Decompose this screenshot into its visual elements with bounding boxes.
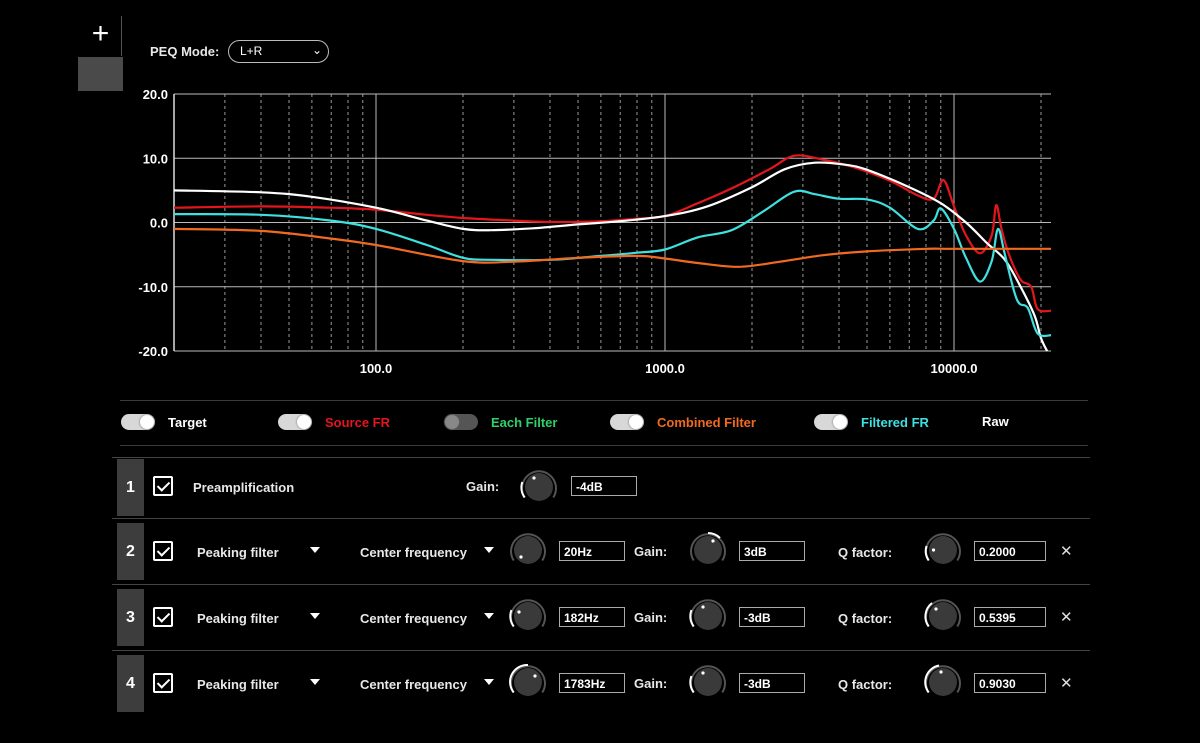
y-tick-label: 20.0 (143, 87, 168, 102)
filter-enabled-checkbox[interactable] (153, 673, 173, 693)
gain-input[interactable]: -3dB (739, 607, 805, 627)
q-factor-knob[interactable] (923, 662, 963, 702)
frequency-knob[interactable] (508, 662, 548, 702)
triangle-down-icon[interactable] (310, 679, 320, 685)
frequency-knob[interactable] (508, 596, 548, 636)
gain-label: Gain: (634, 610, 668, 625)
filter-index: 3 (117, 589, 144, 646)
filter-type-select[interactable]: Peaking filter (197, 611, 279, 626)
row-divider (112, 584, 1090, 585)
q-factor-label: Q factor: (838, 545, 893, 560)
triangle-down-icon[interactable] (484, 679, 494, 685)
preamp-label: Preamplification (193, 480, 295, 495)
y-tick-label: -20.0 (138, 344, 168, 359)
y-tick-label: -10.0 (138, 280, 168, 295)
add-filter-button[interactable]: + (80, 16, 122, 56)
toggle-switch[interactable] (121, 414, 155, 430)
filter-index: 1 (117, 459, 144, 516)
center-frequency-select[interactable]: Center frequency (360, 545, 467, 560)
legend-item-target[interactable]: Target (121, 414, 207, 430)
row-divider (112, 650, 1090, 651)
series-line-source-fr (174, 154, 1051, 313)
preamp-enabled-checkbox[interactable] (153, 476, 173, 496)
q-factor-knob[interactable] (923, 596, 963, 636)
peq-mode-label: PEQ Mode: (150, 44, 220, 59)
q-factor-input[interactable]: 0.9030 (974, 673, 1046, 693)
q-factor-input[interactable]: 0.5395 (974, 607, 1046, 627)
legend-label-filtered-fr: Filtered FR (861, 414, 929, 430)
q-factor-input[interactable]: 0.2000 (974, 541, 1046, 561)
toggle-switch[interactable] (278, 414, 312, 430)
legend-label-raw: Raw (982, 414, 1009, 429)
x-tick-label: 10000.0 (931, 361, 978, 376)
frequency-input[interactable]: 1783Hz (559, 673, 625, 693)
legend-label-target: Target (168, 414, 207, 430)
close-icon[interactable]: ✕ (1060, 543, 1073, 560)
legend-item-each-filter[interactable]: Each Filter (444, 414, 557, 430)
triangle-down-icon[interactable] (484, 547, 494, 553)
q-factor-knob[interactable] (923, 530, 963, 570)
filter-type-select[interactable]: Peaking filter (197, 677, 279, 692)
frequency-response-chart: 20.0 10.0 0.0 -10.0 -20.0 100.0 1000.0 10000.0 (138, 87, 1051, 376)
center-frequency-select[interactable]: Center frequency (360, 611, 467, 626)
chevron-down-icon: ⌄ (311, 43, 322, 57)
preamp-gain-input[interactable]: -4dB (571, 476, 637, 496)
gain-label: Gain: (634, 676, 668, 691)
peq-mode-value: L+R (240, 44, 263, 58)
row-divider (112, 457, 1090, 458)
add-filter-swatch[interactable] (78, 57, 123, 91)
close-icon[interactable]: ✕ (1060, 675, 1073, 692)
series-line-combined-filter (174, 227, 1051, 268)
toggle-switch[interactable] (814, 414, 848, 430)
legend: Target Source FR Each Filter Combined Fi… (120, 400, 1088, 446)
toggle-switch[interactable] (610, 414, 644, 430)
frequency-knob[interactable] (508, 530, 548, 570)
row-divider (112, 518, 1090, 519)
legend-label-source-fr: Source FR (325, 414, 391, 430)
y-tick-label: 10.0 (143, 151, 168, 166)
gain-knob[interactable] (688, 662, 728, 702)
q-factor-label: Q factor: (838, 677, 893, 692)
legend-item-raw[interactable]: Raw (982, 414, 1009, 429)
frequency-input[interactable]: 20Hz (559, 541, 625, 561)
gain-input[interactable]: 3dB (739, 541, 805, 561)
close-icon[interactable]: ✕ (1060, 609, 1073, 626)
filter-enabled-checkbox[interactable] (153, 541, 173, 561)
legend-label-each-filter: Each Filter (491, 414, 558, 430)
gain-input[interactable]: -3dB (739, 673, 805, 693)
triangle-down-icon[interactable] (310, 547, 320, 553)
preamp-gain-knob[interactable] (519, 467, 559, 507)
filter-type-select[interactable]: Peaking filter (197, 545, 279, 560)
frequency-input[interactable]: 182Hz (559, 607, 625, 627)
triangle-down-icon[interactable] (484, 613, 494, 619)
center-frequency-select[interactable]: Center frequency (360, 677, 467, 692)
filter-enabled-checkbox[interactable] (153, 607, 173, 627)
x-tick-label: 100.0 (360, 361, 393, 376)
triangle-down-icon[interactable] (310, 613, 320, 619)
preamp-gain-label: Gain: (466, 479, 500, 494)
gain-knob[interactable] (688, 596, 728, 636)
legend-item-combined-filter[interactable]: Combined Filter (610, 414, 756, 430)
legend-item-source-fr[interactable]: Source FR (278, 414, 390, 430)
series-line-filtered-fr (174, 189, 1051, 338)
x-tick-label: 1000.0 (645, 361, 685, 376)
y-tick-label: 0.0 (150, 216, 168, 231)
peq-mode-select[interactable]: L+R ⌄ (228, 40, 329, 63)
filter-index: 2 (117, 523, 144, 580)
legend-item-filtered-fr[interactable]: Filtered FR (814, 414, 929, 430)
series-line-target (174, 161, 1049, 352)
toggle-switch[interactable] (444, 414, 478, 430)
legend-label-combined-filter: Combined Filter (657, 414, 756, 430)
q-factor-label: Q factor: (838, 611, 893, 626)
gain-label: Gain: (634, 544, 668, 559)
gain-knob[interactable] (688, 530, 728, 570)
filter-index: 4 (117, 655, 144, 712)
